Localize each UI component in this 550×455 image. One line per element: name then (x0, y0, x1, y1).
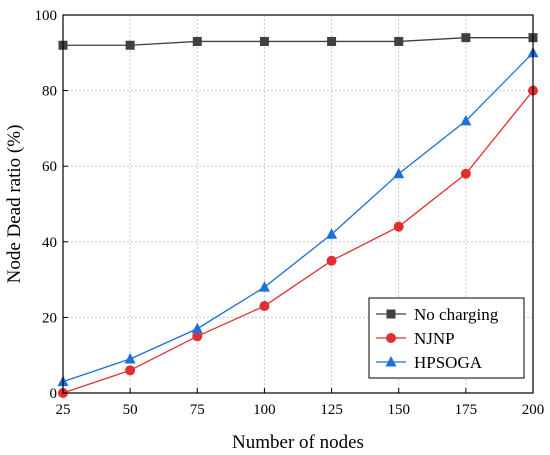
series-line-njnp (62, 90, 534, 394)
y-tick-label: 40 (42, 235, 57, 251)
y-tick-label: 100 (35, 8, 58, 24)
legend: No charging NJNP HPSOGA (368, 297, 525, 379)
data-point-hpsoga (191, 322, 203, 334)
axis-ticks: 25 50 75 100 125 150 175 200 0 20 40 60 80 100 (35, 8, 545, 418)
data-point-hpsoga (258, 281, 270, 292)
y-tick-label: 20 (42, 310, 57, 326)
data-point-njnp (125, 365, 136, 376)
data-point-no-charging (259, 36, 269, 46)
x-tick-label: 100 (253, 402, 276, 418)
data-point-njnp (460, 168, 471, 179)
series-njnp (58, 85, 538, 398)
data-point-njnp (192, 331, 203, 342)
legend-marker-hpsoga (385, 356, 397, 367)
data-point-njnp (259, 301, 270, 312)
series-group (57, 33, 539, 398)
data-point-no-charging (461, 33, 471, 43)
x-axis-title: Number of nodes (232, 432, 364, 453)
data-point-no-charging (327, 36, 337, 46)
legend-label-no-charging: No charging (414, 305, 499, 324)
data-point-hpsoga (326, 228, 338, 239)
y-tick-label: 60 (42, 159, 57, 175)
data-point-no-charging (192, 36, 202, 46)
legend-marker-no-charging (386, 309, 396, 319)
plot-frame (62, 14, 534, 394)
legend-marker-njnp (386, 333, 396, 343)
data-point-hpsoga (393, 167, 405, 179)
x-tick-label: 50 (123, 402, 138, 418)
x-tick-label: 175 (455, 402, 478, 418)
data-point-no-charging (125, 40, 135, 50)
series-line-hpsoga (62, 52, 534, 383)
y-axis-title: Node Dead ratio (%) (4, 125, 25, 284)
data-point-njnp (326, 255, 337, 266)
series-line-no-charging (63, 37, 533, 46)
series-hpsoga (57, 46, 539, 387)
data-point-hpsoga (460, 114, 472, 126)
x-tick-label: 25 (56, 402, 71, 418)
y-tick-label: 0 (50, 386, 58, 402)
x-tick-label: 200 (522, 402, 545, 418)
legend-label-hpsoga: HPSOGA (414, 353, 483, 372)
x-tick-label: 125 (320, 402, 343, 418)
legend-label-njnp: NJNP (414, 329, 455, 348)
data-point-njnp (393, 221, 404, 232)
data-point-hpsoga (124, 352, 136, 364)
y-tick-label: 80 (42, 84, 57, 100)
grid (63, 15, 533, 393)
data-point-no-charging (394, 36, 404, 46)
x-tick-label: 150 (387, 402, 410, 418)
x-tick-label: 75 (190, 402, 205, 418)
